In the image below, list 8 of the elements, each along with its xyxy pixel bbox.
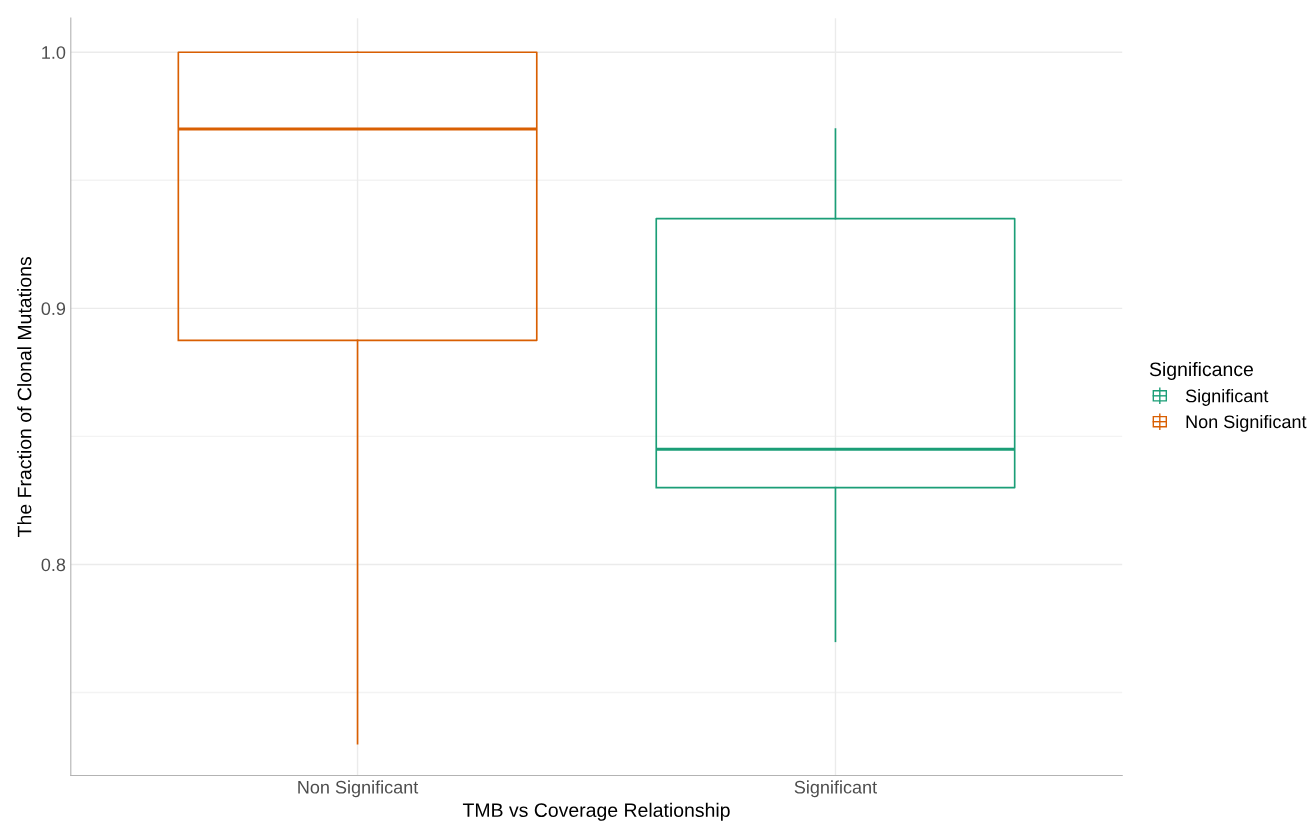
legend-title: Significance	[1149, 361, 1253, 381]
legend-label: Significant	[1185, 389, 1269, 406]
y-tick-label: 0.8	[41, 558, 66, 572]
legend-label: Non Significant	[1186, 414, 1307, 432]
y-tick-label: 1.0	[42, 46, 66, 59]
y-axis-title: The Fraction of Clonal Mutations	[17, 257, 32, 537]
x-axis-title: TMB vs Coverage Relationship	[462, 802, 730, 821]
y-tick-label: 0.9	[41, 302, 66, 316]
